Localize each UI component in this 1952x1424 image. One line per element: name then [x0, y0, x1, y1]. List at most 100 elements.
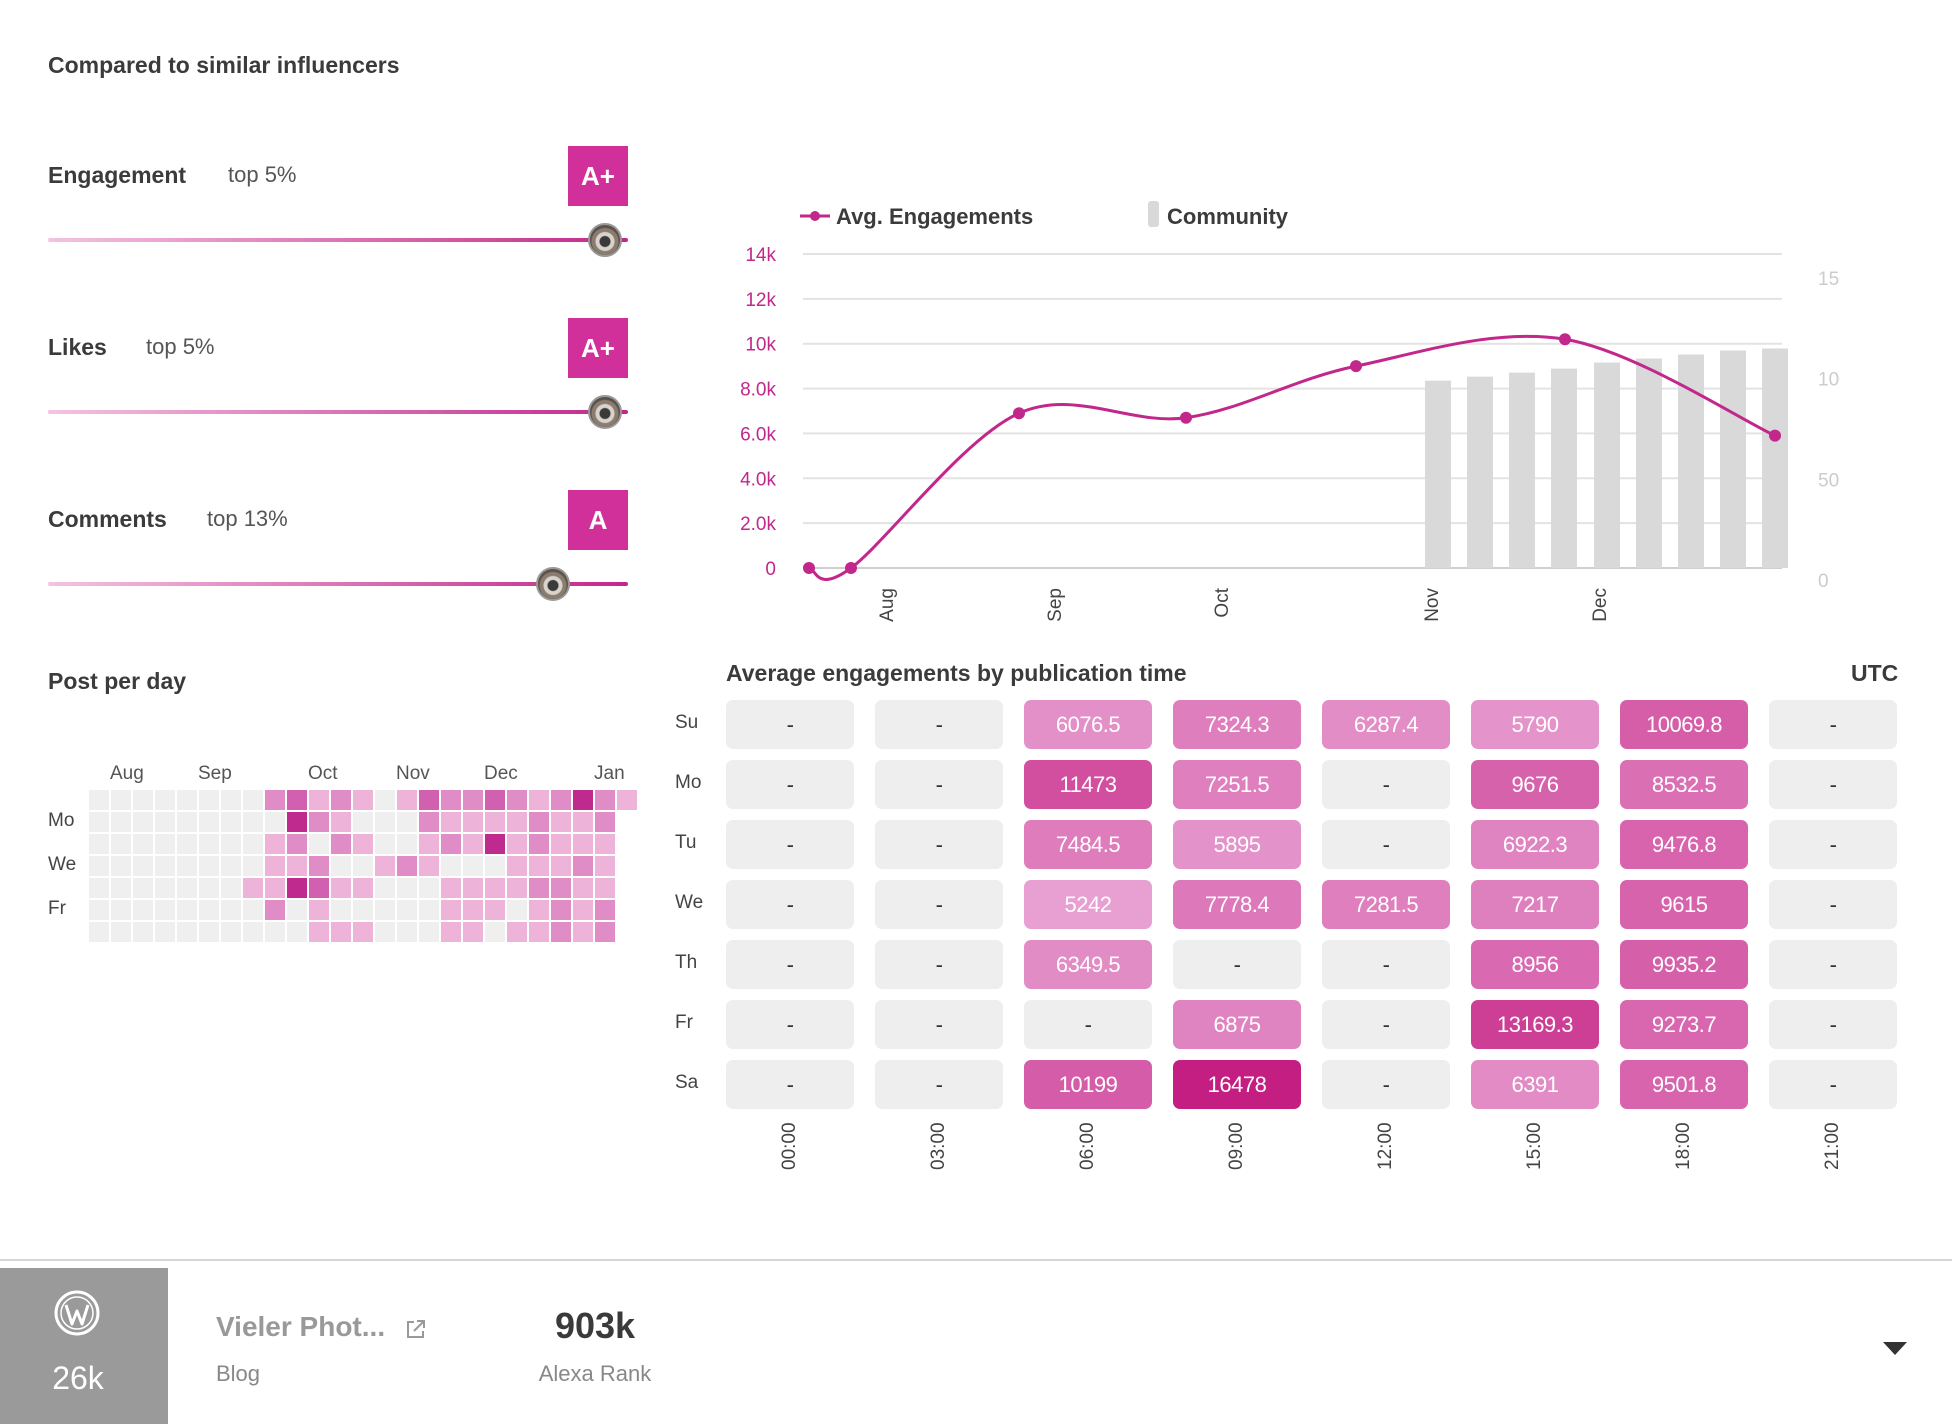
calendar-day-cell[interactable] — [111, 790, 131, 810]
calendar-day-cell[interactable] — [441, 790, 461, 810]
calendar-day-cell[interactable] — [309, 834, 329, 854]
community-bar[interactable] — [1636, 358, 1662, 568]
calendar-day-cell[interactable] — [441, 922, 461, 942]
calendar-day-cell[interactable] — [441, 856, 461, 876]
calendar-day-cell[interactable] — [397, 856, 417, 876]
calendar-day-cell[interactable] — [419, 812, 439, 832]
calendar-day-cell[interactable] — [397, 812, 417, 832]
calendar-day-cell[interactable] — [507, 790, 527, 810]
calendar-day-cell[interactable] — [595, 878, 615, 898]
calendar-day-cell[interactable] — [111, 812, 131, 832]
engagement-point[interactable] — [845, 562, 857, 574]
calendar-day-cell[interactable] — [419, 922, 439, 942]
calendar-day-cell[interactable] — [155, 790, 175, 810]
calendar-day-cell[interactable] — [529, 834, 549, 854]
calendar-day-cell[interactable] — [397, 878, 417, 898]
calendar-day-cell[interactable] — [309, 878, 329, 898]
heatmap-cell[interactable]: 9273.7 — [1620, 1000, 1748, 1049]
calendar-day-cell[interactable] — [265, 790, 285, 810]
calendar-day-cell[interactable] — [463, 856, 483, 876]
calendar-day-cell[interactable] — [529, 812, 549, 832]
heatmap-cell[interactable]: 7281.5 — [1322, 880, 1450, 929]
heatmap-cell[interactable]: 6076.5 — [1024, 700, 1152, 749]
calendar-day-cell[interactable] — [441, 834, 461, 854]
heatmap-cell[interactable]: 6349.5 — [1024, 940, 1152, 989]
engagement-point[interactable] — [1180, 411, 1192, 424]
heatmap-cell[interactable]: - — [1322, 940, 1450, 989]
calendar-day-cell[interactable] — [441, 812, 461, 832]
calendar-day-cell[interactable] — [111, 834, 131, 854]
calendar-day-cell[interactable] — [353, 922, 373, 942]
calendar-day-cell[interactable] — [507, 900, 527, 920]
calendar-day-cell[interactable] — [485, 812, 505, 832]
calendar-day-cell[interactable] — [265, 834, 285, 854]
calendar-day-cell[interactable] — [485, 878, 505, 898]
calendar-day-cell[interactable] — [595, 834, 615, 854]
calendar-day-cell[interactable] — [353, 856, 373, 876]
heatmap-cell[interactable]: - — [726, 940, 854, 989]
calendar-day-cell[interactable] — [595, 812, 615, 832]
calendar-day-cell[interactable] — [551, 922, 571, 942]
calendar-day-cell[interactable] — [177, 790, 197, 810]
heatmap-cell[interactable]: 6391 — [1471, 1060, 1599, 1109]
heatmap-cell[interactable]: - — [1769, 760, 1897, 809]
calendar-day-cell[interactable] — [199, 812, 219, 832]
calendar-day-cell[interactable] — [243, 812, 263, 832]
heatmap-cell[interactable]: - — [1769, 700, 1897, 749]
calendar-day-cell[interactable] — [573, 922, 593, 942]
heatmap-cell[interactable]: - — [1322, 1000, 1450, 1049]
community-bar[interactable] — [1425, 380, 1451, 568]
engagement-point[interactable] — [803, 562, 815, 574]
calendar-day-cell[interactable] — [243, 856, 263, 876]
calendar-day-cell[interactable] — [529, 856, 549, 876]
calendar-day-cell[interactable] — [353, 834, 373, 854]
calendar-day-cell[interactable] — [595, 922, 615, 942]
calendar-day-cell[interactable] — [551, 834, 571, 854]
calendar-day-cell[interactable] — [419, 790, 439, 810]
calendar-day-cell[interactable] — [309, 922, 329, 942]
calendar-day-cell[interactable] — [111, 856, 131, 876]
heatmap-cell[interactable]: 6922.3 — [1471, 820, 1599, 869]
calendar-day-cell[interactable] — [595, 790, 615, 810]
calendar-day-cell[interactable] — [375, 900, 395, 920]
calendar-day-cell[interactable] — [375, 878, 395, 898]
calendar-day-cell[interactable] — [155, 900, 175, 920]
calendar-day-cell[interactable] — [287, 856, 307, 876]
calendar-day-cell[interactable] — [529, 790, 549, 810]
heatmap-cell[interactable]: - — [875, 1000, 1003, 1049]
calendar-day-cell[interactable] — [155, 856, 175, 876]
calendar-day-cell[interactable] — [221, 856, 241, 876]
calendar-day-cell[interactable] — [265, 856, 285, 876]
calendar-day-cell[interactable] — [463, 922, 483, 942]
calendar-day-cell[interactable] — [463, 878, 483, 898]
legend-label[interactable]: Avg. Engagements — [836, 204, 1033, 229]
calendar-day-cell[interactable] — [221, 900, 241, 920]
heatmap-cell[interactable]: 9935.2 — [1620, 940, 1748, 989]
calendar-day-cell[interactable] — [397, 922, 417, 942]
calendar-day-cell[interactable] — [243, 834, 263, 854]
calendar-day-cell[interactable] — [375, 922, 395, 942]
calendar-day-cell[interactable] — [89, 856, 109, 876]
heatmap-cell[interactable]: - — [1024, 1000, 1152, 1049]
calendar-day-cell[interactable] — [397, 790, 417, 810]
legend-label[interactable]: Community — [1167, 204, 1289, 229]
heatmap-cell[interactable]: - — [875, 760, 1003, 809]
heatmap-cell[interactable]: - — [1322, 1060, 1450, 1109]
calendar-day-cell[interactable] — [331, 856, 351, 876]
calendar-day-cell[interactable] — [397, 834, 417, 854]
heatmap-cell[interactable]: 5895 — [1173, 820, 1301, 869]
heatmap-cell[interactable]: 9676 — [1471, 760, 1599, 809]
calendar-day-cell[interactable] — [287, 812, 307, 832]
calendar-day-cell[interactable] — [507, 812, 527, 832]
calendar-day-cell[interactable] — [375, 834, 395, 854]
heatmap-cell[interactable]: - — [875, 880, 1003, 929]
calendar-day-cell[interactable] — [155, 878, 175, 898]
calendar-day-cell[interactable] — [287, 790, 307, 810]
heatmap-cell[interactable]: - — [1322, 760, 1450, 809]
calendar-day-cell[interactable] — [331, 900, 351, 920]
calendar-day-cell[interactable] — [507, 856, 527, 876]
community-bar[interactable] — [1509, 372, 1535, 568]
calendar-day-cell[interactable] — [265, 900, 285, 920]
community-bar[interactable] — [1720, 350, 1746, 568]
calendar-day-cell[interactable] — [133, 900, 153, 920]
